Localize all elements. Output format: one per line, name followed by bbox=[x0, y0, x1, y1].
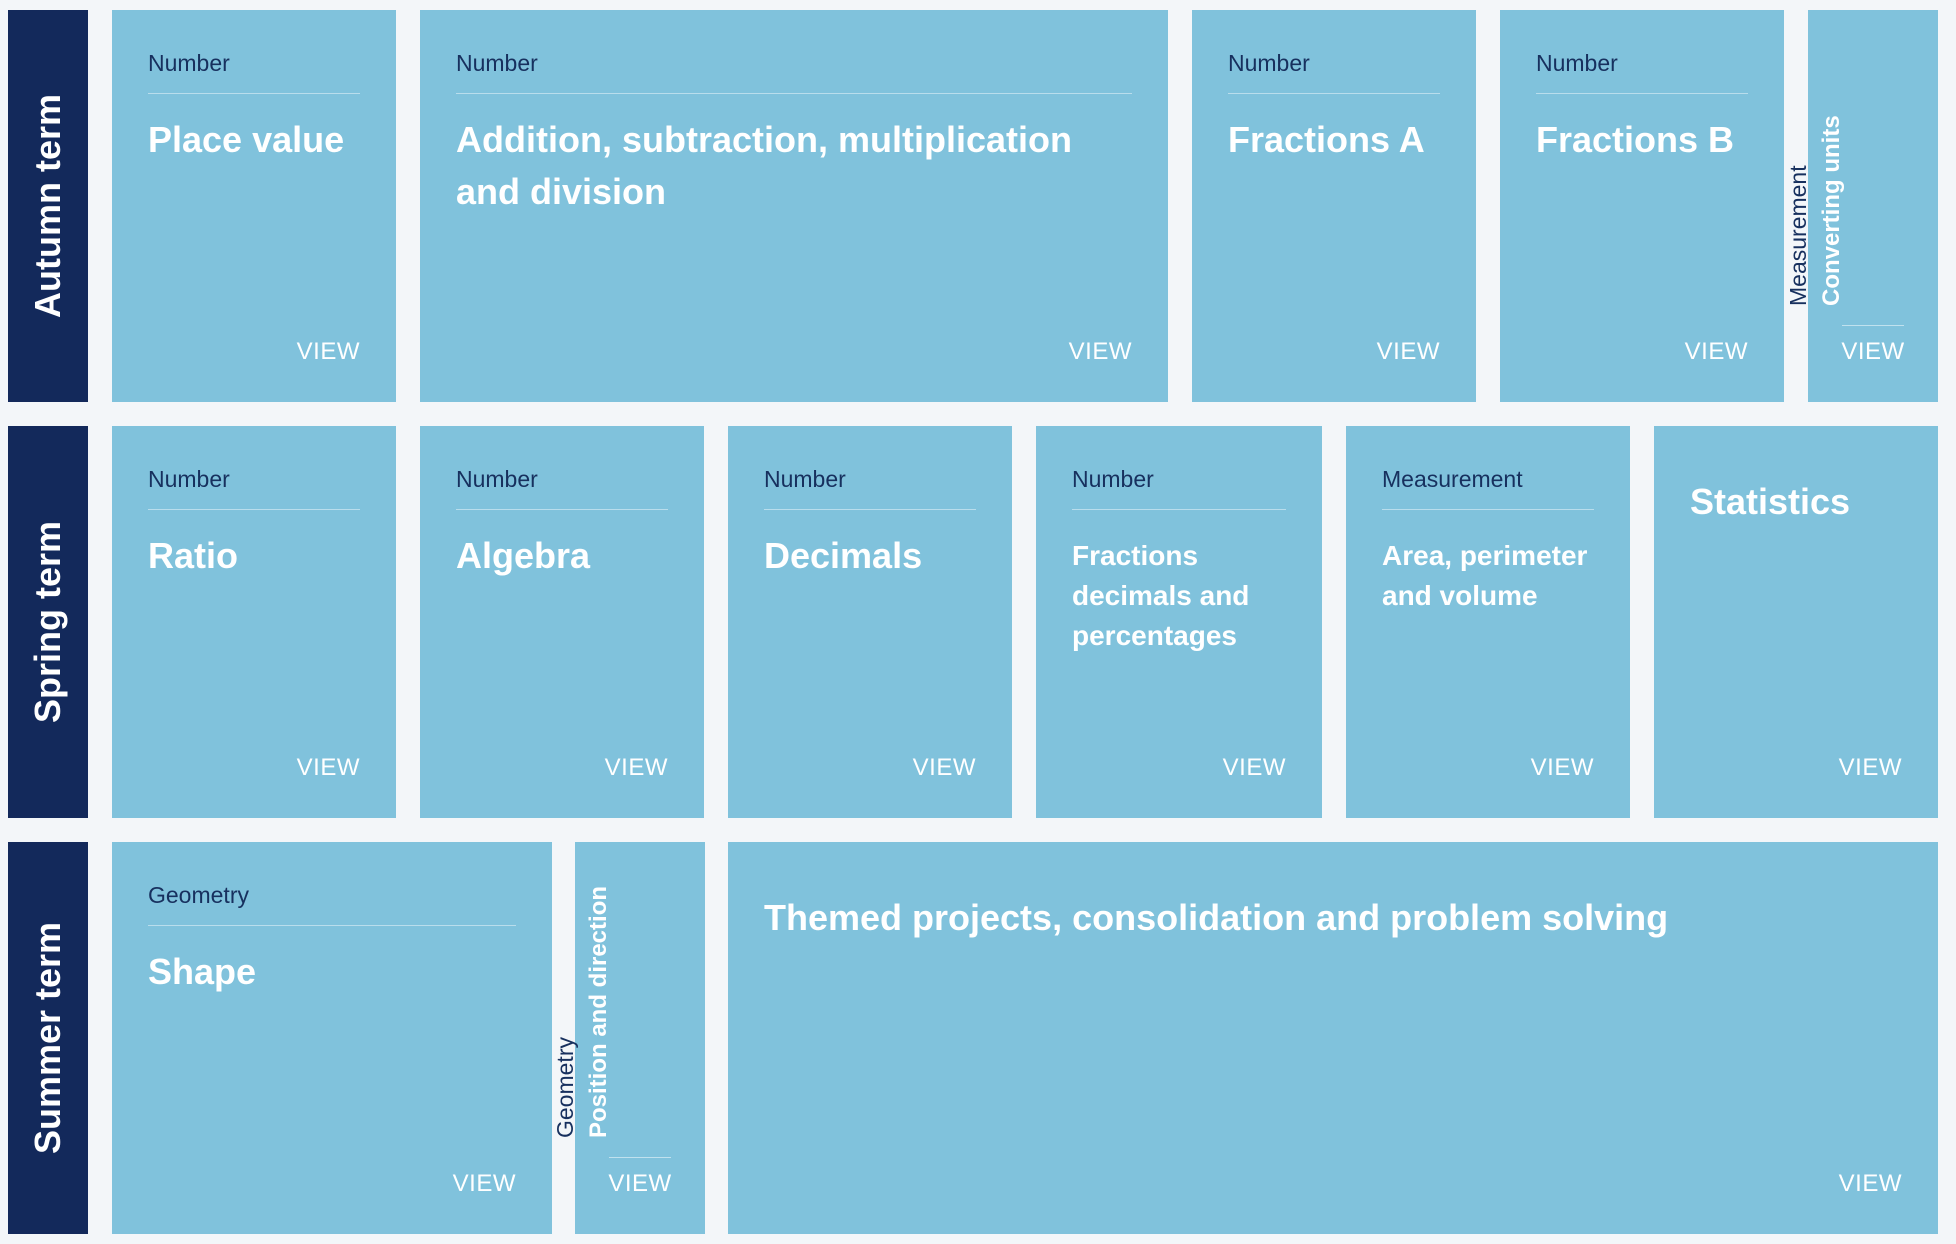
unit-card-ratio[interactable]: Number Ratio VIEW bbox=[112, 426, 396, 818]
unit-title: Fractions B bbox=[1536, 119, 1735, 160]
unit-title: Statistics bbox=[1690, 481, 1851, 522]
view-link[interactable]: VIEW bbox=[1376, 338, 1440, 365]
unit-card-place-value[interactable]: Number Place value VIEW bbox=[112, 10, 396, 402]
unit-category: Number bbox=[1072, 466, 1286, 510]
unit-card-shape[interactable]: Geometry Shape VIEW bbox=[112, 842, 552, 1234]
unit-category: Measurement bbox=[1785, 165, 1811, 306]
view-link[interactable]: VIEW bbox=[912, 754, 976, 781]
view-link[interactable]: VIEW bbox=[1838, 1170, 1902, 1197]
unit-card-position-direction[interactable]: Geometry Position and direction VIEW bbox=[552, 842, 705, 1234]
view-link[interactable]: VIEW bbox=[1684, 338, 1748, 365]
view-link[interactable]: VIEW bbox=[1222, 754, 1286, 781]
view-link[interactable]: VIEW bbox=[604, 754, 668, 781]
unit-category: Geometry bbox=[552, 1037, 578, 1138]
unit-title: Themed projects, consolidation and probl… bbox=[764, 897, 1669, 938]
unit-title: Converting units bbox=[1818, 115, 1845, 306]
term-label-spring: Spring term bbox=[8, 426, 88, 818]
unit-category: Number bbox=[1228, 50, 1440, 94]
unit-card-decimals[interactable]: Number Decimals VIEW bbox=[728, 426, 1012, 818]
unit-title: Ratio bbox=[148, 535, 238, 576]
unit-title: Position and direction bbox=[585, 885, 612, 1138]
unit-title: Shape bbox=[148, 951, 257, 992]
unit-category: Number bbox=[456, 466, 668, 510]
unit-title: Decimals bbox=[764, 535, 923, 576]
unit-title: Addition, subtraction, multiplication an… bbox=[456, 119, 1072, 212]
view-link[interactable]: VIEW bbox=[1530, 754, 1594, 781]
view-link[interactable]: VIEW bbox=[1068, 338, 1132, 365]
term-label-autumn: Autumn term bbox=[8, 10, 88, 402]
divider bbox=[1842, 325, 1904, 326]
view-link[interactable]: VIEW bbox=[452, 1170, 516, 1197]
unit-title: Fractions A bbox=[1228, 119, 1425, 160]
view-link[interactable]: VIEW bbox=[608, 1170, 672, 1197]
view-link[interactable]: VIEW bbox=[1838, 754, 1902, 781]
unit-card-converting-units[interactable]: Measurement Converting units VIEW bbox=[1785, 10, 1938, 402]
unit-category: Number bbox=[764, 466, 976, 510]
unit-card-fractions-a[interactable]: Number Fractions A VIEW bbox=[1192, 10, 1476, 402]
unit-title: Algebra bbox=[456, 535, 591, 576]
view-link[interactable]: VIEW bbox=[1841, 338, 1905, 365]
unit-title: Area, perimeter and volume bbox=[1382, 540, 1588, 611]
view-link[interactable]: VIEW bbox=[296, 754, 360, 781]
unit-title: Fractions decimals and percentages bbox=[1072, 540, 1250, 651]
unit-category: Measurement bbox=[1382, 466, 1594, 510]
unit-title: Place value bbox=[148, 119, 345, 160]
view-link[interactable]: VIEW bbox=[296, 338, 360, 365]
unit-card-fractions-b[interactable]: Number Fractions B VIEW bbox=[1500, 10, 1784, 402]
term-label-summer: Summer term bbox=[8, 842, 88, 1234]
unit-category: Number bbox=[148, 50, 360, 94]
unit-category: Geometry bbox=[148, 882, 516, 926]
unit-card-statistics[interactable]: Statistics VIEW bbox=[1654, 426, 1938, 818]
unit-card-four-operations[interactable]: Number Addition, subtraction, multiplica… bbox=[420, 10, 1168, 402]
unit-category: Number bbox=[148, 466, 360, 510]
unit-category: Number bbox=[456, 50, 1132, 94]
unit-card-area-perimeter-volume[interactable]: Measurement Area, perimeter and volume V… bbox=[1346, 426, 1630, 818]
unit-card-algebra[interactable]: Number Algebra VIEW bbox=[420, 426, 704, 818]
unit-card-themed-projects[interactable]: Themed projects, consolidation and probl… bbox=[728, 842, 1938, 1234]
unit-category: Number bbox=[1536, 50, 1748, 94]
divider bbox=[609, 1157, 671, 1158]
unit-card-fdp[interactable]: Number Fractions decimals and percentage… bbox=[1036, 426, 1322, 818]
